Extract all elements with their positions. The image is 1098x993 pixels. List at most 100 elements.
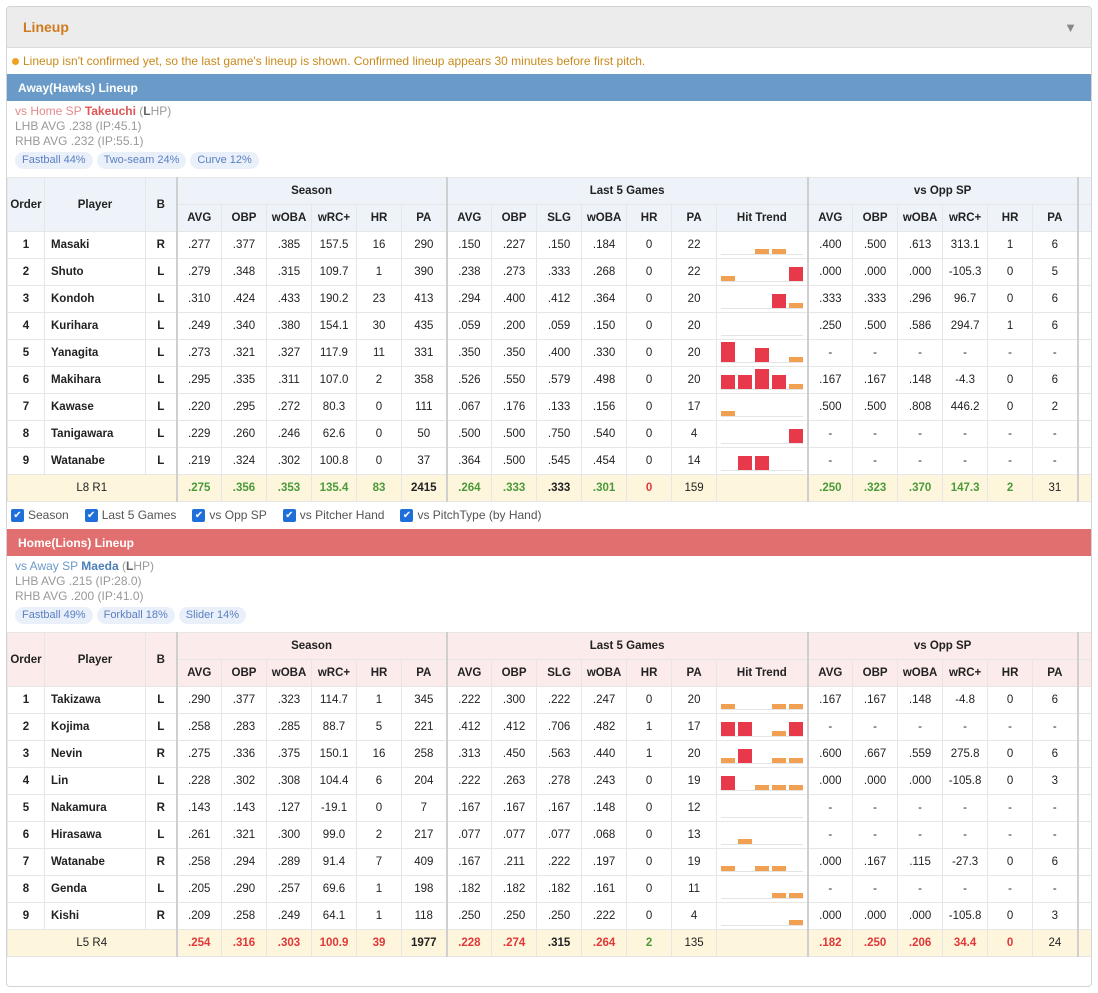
player-name[interactable]: Nakamura	[44, 794, 146, 822]
col-last5-woba[interactable]: wOBA	[581, 659, 628, 687]
player-row[interactable]: 6 Hirasawa L .261.321.300 99.0 2 217.077.077.0…	[7, 821, 1091, 849]
player-name[interactable]: Yanagita	[44, 339, 146, 367]
option-toggle[interactable]: ✔ Season	[11, 508, 69, 522]
col-season-obp[interactable]: OBP	[221, 204, 267, 232]
player-name[interactable]: Genda	[44, 875, 146, 903]
col-season-avg[interactable]: AVG	[175, 659, 222, 687]
col-season-hr[interactable]: HR	[356, 204, 402, 232]
player-row[interactable]: 5 Yanagita L .273.321.327 117.9 11 331.350.350…	[7, 339, 1091, 367]
player-row[interactable]: 7 Watanabe R .258.294.289 91.4 7 409.167.211.2…	[7, 848, 1091, 876]
pitch-type-pill[interactable]: Forkball 18%	[96, 607, 175, 624]
player-row[interactable]: 3 Nevin R .275.336.375 150.1 16 258.313.450.56…	[7, 740, 1091, 768]
player-name[interactable]: Makihara	[44, 366, 146, 394]
col-vsopp-hr[interactable]: HR	[987, 204, 1034, 232]
col-last5-obp[interactable]: OBP	[491, 204, 538, 232]
col-season-obp[interactable]: OBP	[221, 659, 267, 687]
sp-name[interactable]: Maeda	[81, 559, 119, 573]
col-last5-hit-trend[interactable]: Hit Trend	[716, 659, 809, 687]
option-toggle[interactable]: ✔ vs PitchType (by Hand)	[400, 508, 542, 522]
checkbox-checked-icon[interactable]: ✔	[400, 508, 414, 522]
col-vsopp-pa[interactable]: PA	[1032, 659, 1079, 687]
lineup-table-container[interactable]: Order Player B Season Last 5 Games vs Opp SP A…	[7, 632, 1091, 957]
col-last5-obp[interactable]: OBP	[491, 659, 538, 687]
option-toggle[interactable]: ✔ vs Opp SP	[192, 508, 267, 522]
lineup-table-container[interactable]: Order Player B Season Last 5 Games vs Opp SP A…	[7, 177, 1091, 502]
col-bats[interactable]: B	[145, 632, 177, 687]
col-vsopp-wrc+[interactable]: wRC+	[942, 659, 989, 687]
player-name[interactable]: Shuto	[44, 258, 146, 286]
option-toggle[interactable]: ✔ vs Pitcher Hand	[282, 508, 384, 522]
col-last5-pa[interactable]: PA	[671, 204, 718, 232]
checkbox-checked-icon[interactable]: ✔	[84, 508, 98, 522]
player-row[interactable]: 4 Kurihara L .249.340.380 154.1 30 435.059.200…	[7, 312, 1091, 340]
player-row[interactable]: 9 Watanabe L .219.324.302 100.8 0 37.364.500.5…	[7, 447, 1091, 475]
checkbox-checked-icon[interactable]: ✔	[192, 508, 206, 522]
col-last5-avg[interactable]: AVG	[445, 659, 493, 687]
player-name[interactable]: Kurihara	[44, 312, 146, 340]
collapse-chevron-icon[interactable]: ▼	[1064, 19, 1077, 35]
player-name[interactable]: Nevin	[44, 740, 146, 768]
col-vsopp-avg[interactable]: AVG	[806, 659, 854, 687]
col-last5-slg[interactable]: SLG	[536, 204, 583, 232]
player-name[interactable]: Masaki	[44, 231, 146, 259]
pitch-type-pill[interactable]: Slider 14%	[178, 607, 246, 624]
col-player[interactable]: Player	[44, 177, 146, 232]
col-vsopp-obp[interactable]: OBP	[852, 204, 899, 232]
col-last5-hit-trend[interactable]: Hit Trend	[716, 204, 809, 232]
col-season-hr[interactable]: HR	[356, 659, 402, 687]
col-vsopp-woba[interactable]: wOBA	[897, 659, 944, 687]
col-vsopp-pa[interactable]: PA	[1032, 204, 1079, 232]
sp-name[interactable]: Takeuchi	[84, 104, 136, 118]
player-row[interactable]: 2 Kojima L .258.283.285 88.7 5 221.412.412.706…	[7, 713, 1091, 741]
pitch-type-pill[interactable]: Fastball 44%	[15, 152, 93, 169]
player-row[interactable]: 1 Takizawa L .290.377.323 114.7 1 345.222.300.…	[7, 686, 1091, 714]
col-extra-avg[interactable]: AVG	[1076, 659, 1091, 687]
col-season-wrc+[interactable]: wRC+	[311, 659, 357, 687]
player-name[interactable]: Kondoh	[44, 285, 146, 313]
player-name[interactable]: Kishi	[44, 902, 146, 930]
col-last5-slg[interactable]: SLG	[536, 659, 583, 687]
player-row[interactable]: 9 Kishi R .209.258.249 64.1 1 118.250.250.250.…	[7, 902, 1091, 930]
col-extra-avg[interactable]: AVG	[1076, 204, 1091, 232]
col-season-avg[interactable]: AVG	[175, 204, 222, 232]
player-row[interactable]: 5 Nakamura R .143.143.127 -19.1 0 7.167.167.16…	[7, 794, 1091, 822]
col-season-pa[interactable]: PA	[400, 204, 448, 232]
player-name[interactable]: Kawase	[44, 393, 146, 421]
player-row[interactable]: 1 Masaki R .277.377.385 157.5 16 290.150.227.1…	[7, 231, 1091, 259]
col-last5-avg[interactable]: AVG	[445, 204, 493, 232]
col-season-wrc+[interactable]: wRC+	[311, 204, 357, 232]
player-row[interactable]: 8 Tanigawara L .229.260.246 62.6 0 50.500.500.…	[7, 420, 1091, 448]
col-order[interactable]: Order	[7, 177, 45, 232]
player-name[interactable]: Takizawa	[44, 686, 146, 714]
pitch-type-pill[interactable]: Fastball 49%	[15, 607, 93, 624]
player-name[interactable]: Watanabe	[44, 848, 146, 876]
col-vsopp-woba[interactable]: wOBA	[897, 204, 944, 232]
player-row[interactable]: 6 Makihara L .295.335.311 107.0 2 358.526.550.…	[7, 366, 1091, 394]
pitch-type-pill[interactable]: Curve 12%	[190, 152, 259, 169]
checkbox-checked-icon[interactable]: ✔	[282, 508, 296, 522]
player-row[interactable]: 8 Genda L .205.290.257 69.6 1 198.182.182.182.…	[7, 875, 1091, 903]
col-order[interactable]: Order	[7, 632, 45, 687]
player-name[interactable]: Watanabe	[44, 447, 146, 475]
player-name[interactable]: Hirasawa	[44, 821, 146, 849]
col-season-woba[interactable]: wOBA	[266, 659, 312, 687]
player-row[interactable]: 2 Shuto L .279.348.315 109.7 1 390.238.273.333…	[7, 258, 1091, 286]
player-row[interactable]: 3 Kondoh L .310.424.433 190.2 23 413.294.400.4…	[7, 285, 1091, 313]
col-player[interactable]: Player	[44, 632, 146, 687]
col-season-pa[interactable]: PA	[400, 659, 448, 687]
col-vsopp-obp[interactable]: OBP	[852, 659, 899, 687]
col-vsopp-hr[interactable]: HR	[987, 659, 1034, 687]
col-last5-hr[interactable]: HR	[626, 204, 673, 232]
player-row[interactable]: 7 Kawase L .220.295.272 80.3 0 111.067.176.133…	[7, 393, 1091, 421]
col-bats[interactable]: B	[145, 177, 177, 232]
panel-header[interactable]: Lineup ▼	[7, 7, 1091, 48]
pitch-type-pill[interactable]: Two-seam 24%	[96, 152, 187, 169]
col-last5-woba[interactable]: wOBA	[581, 204, 628, 232]
col-vsopp-wrc+[interactable]: wRC+	[942, 204, 989, 232]
col-last5-hr[interactable]: HR	[626, 659, 673, 687]
col-season-woba[interactable]: wOBA	[266, 204, 312, 232]
col-vsopp-avg[interactable]: AVG	[806, 204, 854, 232]
checkbox-checked-icon[interactable]: ✔	[11, 508, 24, 522]
col-last5-pa[interactable]: PA	[671, 659, 718, 687]
player-name[interactable]: Lin	[44, 767, 146, 795]
